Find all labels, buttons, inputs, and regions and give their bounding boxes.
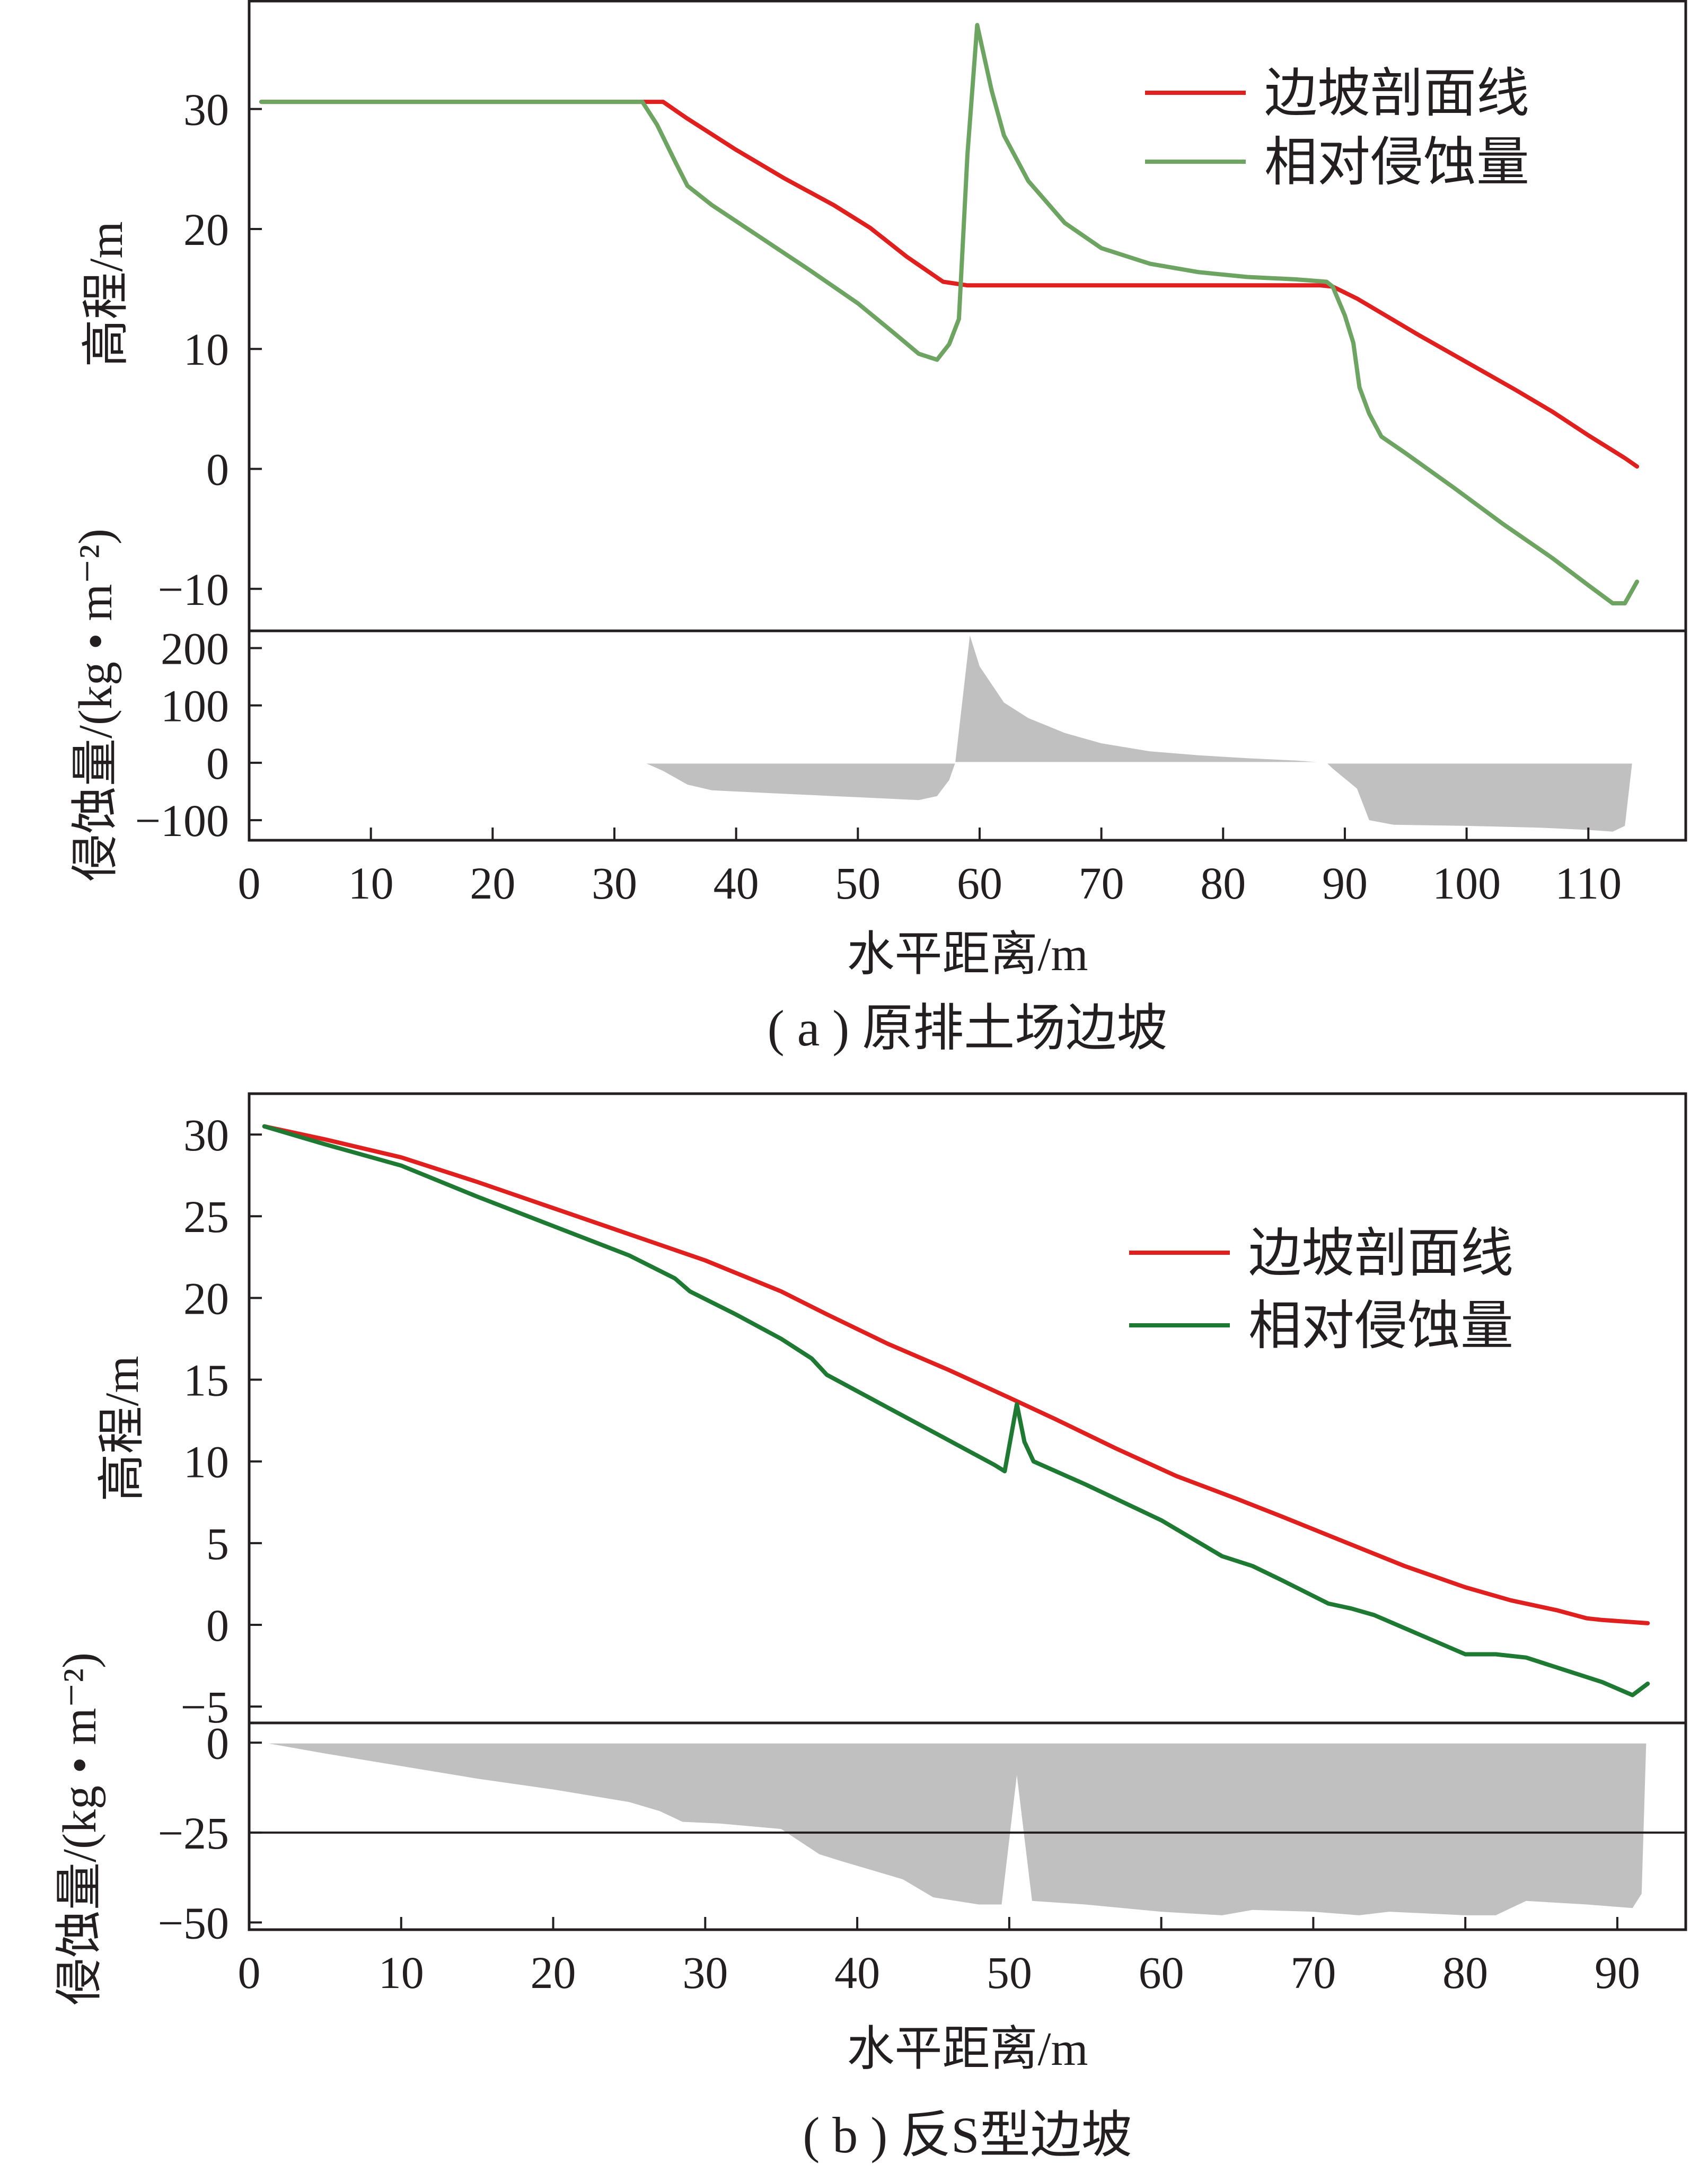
- panel-b-x-tick-label: 10: [378, 1947, 424, 1998]
- panel-b-lower-y-tick-label: −25: [157, 1808, 229, 1859]
- panel-b-x-tick-label: 40: [834, 1947, 880, 1998]
- panel-b-lower-frame: [248, 1721, 1687, 1931]
- panel-a-x-tick-label: 40: [714, 858, 759, 909]
- panel-b-series-line-1: [262, 1124, 1650, 1697]
- panel-b-legend-label-0: 边坡剖面线: [1248, 1224, 1513, 1283]
- panel-a-x-tick-label: 90: [1322, 858, 1368, 909]
- panel-a-x-tick-label: 100: [1432, 858, 1501, 909]
- panel-a-upper-y-tick-label: 20: [183, 204, 229, 255]
- panel-b-x-tick-label: 20: [531, 1947, 576, 1998]
- panel-a-x-tick-label: 50: [835, 858, 881, 909]
- panel-a-series-line-0: [259, 100, 1640, 469]
- panel-b-upper-y-tick-label: 15: [183, 1355, 229, 1406]
- panel-a-x-axis-label: 水平距离/m: [847, 928, 1088, 981]
- panel-a-y-axis-label-upper: 高程/m: [80, 221, 133, 367]
- panel-b-x-tick-label: 70: [1290, 1947, 1336, 1998]
- panel-b-lower-y-tick-label: 0: [206, 1718, 229, 1769]
- panel-a-caption: ( a ) 原排土场边坡: [768, 1000, 1168, 1057]
- panel-a-x-tick-label: 10: [348, 858, 394, 909]
- panel-b-x-tick-label: 50: [987, 1947, 1032, 1998]
- panel-b-lower-y-tick-label: −50: [157, 1897, 229, 1948]
- panel-a-upper-y-tick-label: 10: [183, 324, 229, 375]
- panel-a-x-tick-label: 20: [470, 858, 515, 909]
- panel-b-caption: ( b ) 反S型边坡: [803, 2107, 1132, 2163]
- panel-a-x-tick-label: 80: [1200, 858, 1246, 909]
- panel-a-legend-label-0: 边坡剖面线: [1264, 64, 1529, 123]
- panel-a-x-tick-label: 110: [1555, 858, 1622, 909]
- panel-b-upper-y-tick-label: 0: [206, 1600, 229, 1651]
- panel-a-lower-y-tick-label: 200: [161, 623, 229, 674]
- panel-b-y-axis-label-upper: 高程/m: [96, 1356, 148, 1501]
- panel-a-x-tick-label: 0: [238, 858, 261, 909]
- panel-b-y-axis-label-lower: 侵蚀量/(kg • m⁻²): [54, 1652, 106, 2005]
- panel-a-upper-y-tick-label: −10: [157, 564, 229, 615]
- panel-a-lower-frame: [248, 629, 1687, 842]
- panel-a-erosion-area: [645, 635, 1632, 832]
- panel-b-x-tick-label: 60: [1139, 1947, 1184, 1998]
- panel-a-series-line-1: [259, 23, 1640, 605]
- panel-b-x-tick-label: 30: [682, 1947, 728, 1998]
- panel-a-upper-y-tick-label: 30: [183, 84, 229, 135]
- panel-a-y-axis-label-lower: 侵蚀量/(kg • m⁻²): [69, 529, 122, 882]
- panel-b-x-axis-label: 水平距离/m: [847, 2023, 1088, 2075]
- panel-a-legend-label-1: 相对侵蚀量: [1264, 133, 1529, 192]
- panel-b-upper-y-tick-label: 10: [183, 1437, 229, 1488]
- panel-b-upper-y-tick-label: −5: [180, 1682, 229, 1732]
- panel-b-upper-y-tick-label: 30: [183, 1110, 229, 1160]
- panel-a-x-tick-label: 30: [592, 858, 637, 909]
- panel-a-x-tick-label: 70: [1079, 858, 1124, 909]
- panel-b-series-line-0: [262, 1124, 1650, 1625]
- panel-a-upper-y-tick-label: 0: [206, 444, 229, 495]
- panel-b-legend-label-1: 相对侵蚀量: [1248, 1297, 1513, 1356]
- panel-b-upper-y-tick-label: 25: [183, 1191, 229, 1242]
- panel-b-erosion-area: [264, 1743, 1647, 1915]
- panel-b-x-tick-label: 0: [238, 1947, 261, 1998]
- panel-a-x-tick-label: 60: [957, 858, 1002, 909]
- panel-a-lower-y-tick-label: 0: [206, 738, 229, 789]
- panel-b-x-tick-label: 90: [1595, 1947, 1640, 1998]
- panel-a-lower-y-tick-label: −100: [135, 795, 229, 846]
- panel-b-upper-frame: [248, 1092, 1687, 1725]
- panel-b-upper-y-tick-label: 20: [183, 1273, 229, 1324]
- panel-a-lower-y-tick-label: 100: [161, 681, 229, 732]
- panel-b-upper-y-tick-label: 5: [206, 1518, 229, 1569]
- panel-b-x-tick-label: 80: [1442, 1947, 1488, 1998]
